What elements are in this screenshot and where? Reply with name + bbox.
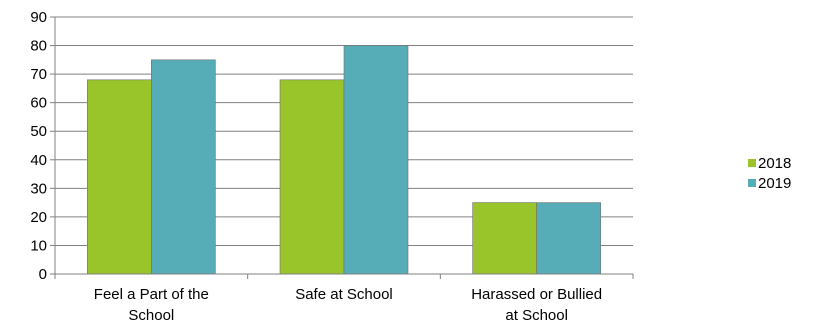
bar-2019	[151, 59, 216, 275]
y-tick-label: 20	[30, 209, 47, 226]
y-tick-label: 30	[30, 180, 47, 197]
y-tick-label: 40	[30, 152, 47, 169]
x-tick-label: Harassed or Bullied at School	[471, 286, 602, 324]
legend-label-2018: 2018	[758, 155, 791, 172]
legend-swatch-2018	[748, 159, 756, 167]
y-tick-label: 70	[30, 66, 47, 83]
legend: 2018 2019	[748, 155, 791, 192]
y-tick-label: 50	[30, 123, 47, 140]
legend-label-2019: 2019	[758, 175, 791, 192]
bar-2018	[87, 79, 152, 275]
bar-2018	[279, 79, 345, 275]
axes	[50, 16, 634, 279]
y-tick-label: 10	[30, 237, 47, 254]
legend-swatch-2019	[748, 179, 756, 187]
y-tick-label: 60	[30, 95, 47, 112]
y-tick-label: 80	[30, 38, 47, 55]
bar-2019	[536, 202, 601, 275]
x-tick-label: Safe at School	[295, 286, 393, 303]
bar-2018	[472, 202, 537, 275]
y-tick-label: 0	[39, 266, 47, 283]
y-tick-label: 90	[30, 9, 47, 26]
axis-labels: 0 10 20 30 40 50 60 70 80 90 Feel a Part of the Sch…	[30, 9, 602, 324]
bar-2019	[343, 45, 409, 275]
x-tick-label: Feel a Part of the School	[94, 286, 209, 324]
bars	[87, 45, 601, 275]
